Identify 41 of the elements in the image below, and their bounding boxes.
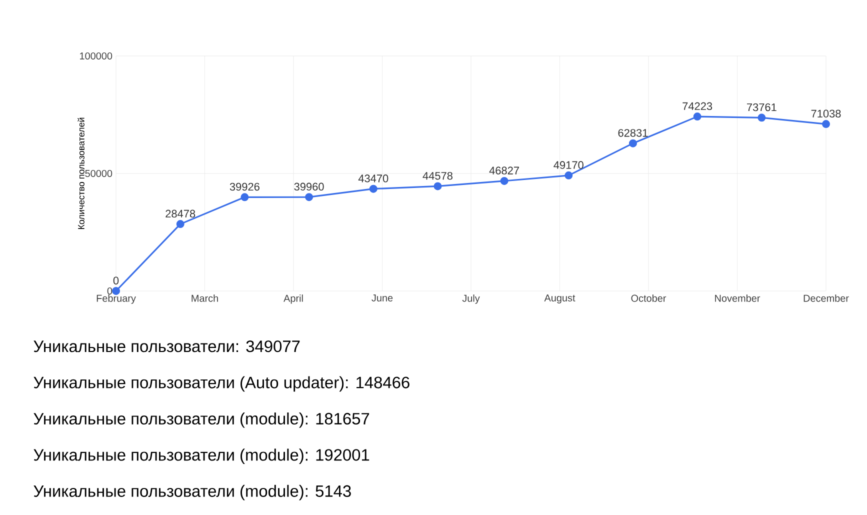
text: Уникальные пользователи (module): 181657	[34, 412, 370, 428]
y-tick-label: 50000	[85, 170, 112, 178]
x-tick-label: October	[631, 294, 666, 302]
y-tick-label: 100000	[80, 52, 112, 60]
data-label: 71038	[811, 110, 841, 118]
text: Уникальные пользователи: 349077	[34, 340, 300, 352]
y-axis-title: Количество пользователей	[78, 118, 84, 230]
data-label: 49170	[554, 161, 584, 169]
x-tick-label: February	[96, 294, 136, 304]
point	[176, 220, 184, 228]
x-tick-label: August	[544, 294, 576, 304]
point	[564, 171, 573, 180]
point	[369, 184, 378, 193]
y-tick-label: 0	[107, 287, 112, 295]
x-tick-label: July	[462, 294, 480, 304]
point	[822, 120, 830, 128]
x-tick-label: March	[192, 294, 218, 302]
text: Уникальные пользователи (module): 192001	[34, 448, 370, 464]
text: Уникальные пользователи (Auto updater): 148466	[34, 376, 410, 392]
x-tick-label: November	[715, 294, 760, 302]
data-label: 73761	[746, 103, 776, 112]
x-tick-label: June	[372, 294, 393, 302]
data-label: 74223	[682, 102, 712, 110]
x-tick-label: April	[284, 294, 303, 304]
x-tick-label: December	[804, 294, 849, 302]
data-label: 43470	[358, 174, 388, 182]
point	[693, 112, 702, 121]
data-label: 44578	[422, 172, 452, 180]
point	[240, 193, 249, 202]
point	[305, 193, 314, 202]
point	[500, 176, 508, 185]
point	[758, 114, 766, 122]
data-label: 0	[113, 276, 119, 284]
data-label: 39960	[294, 182, 324, 191]
data-label: 62831	[618, 129, 648, 137]
data-label: 46827	[489, 166, 519, 174]
point	[628, 139, 637, 148]
text: Уникальные пользователи (module): 5143	[34, 484, 351, 500]
data-label: 39926	[230, 182, 260, 191]
data-label: 28478	[166, 210, 196, 218]
point	[434, 182, 442, 190]
